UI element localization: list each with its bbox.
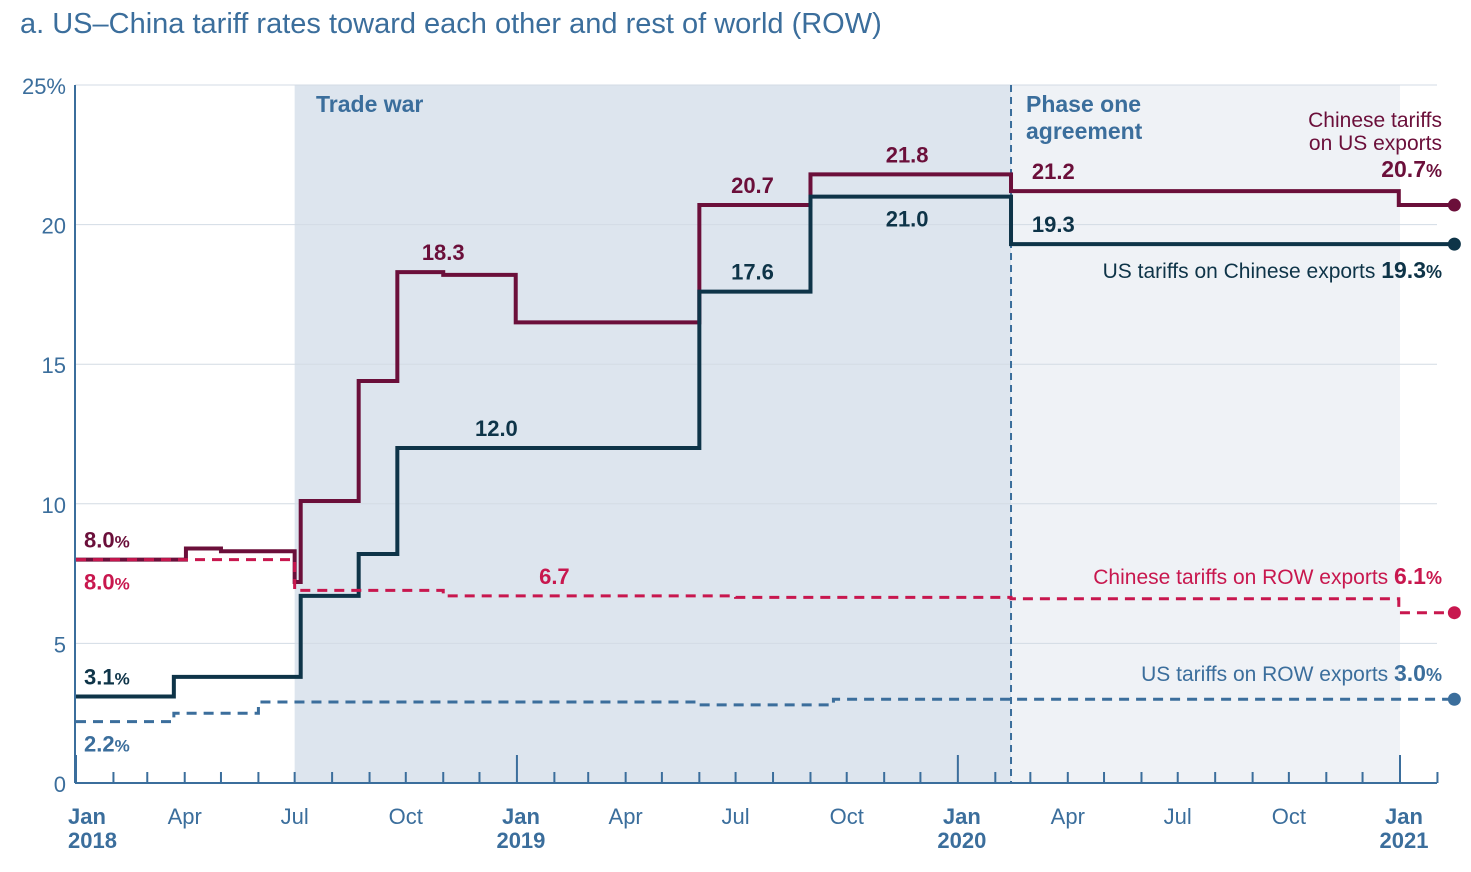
series-name-label: Chinese tariffs on ROW exports 6.1% bbox=[1093, 563, 1442, 589]
x-tick-label: Oct bbox=[1272, 804, 1306, 829]
data-label: 6.7 bbox=[539, 564, 570, 589]
unit: % bbox=[115, 737, 130, 756]
y-tick-label: 0 bbox=[54, 772, 66, 797]
unit: % bbox=[115, 533, 130, 552]
data-label: 21.2 bbox=[1032, 159, 1075, 184]
series-end-dot bbox=[1447, 606, 1461, 620]
unit: % bbox=[115, 575, 130, 594]
series-name-label: US tariffs on Chinese exports 19.3% bbox=[1103, 257, 1442, 283]
value: 2.2 bbox=[84, 732, 115, 757]
x-tick-label: Apr bbox=[609, 804, 643, 829]
unit: % bbox=[1426, 161, 1442, 181]
series-line-1 bbox=[76, 194, 1455, 699]
value: 8.0 bbox=[84, 528, 115, 553]
series-end-value: 3.0 bbox=[1394, 660, 1426, 686]
x-tick-sublabel: 2020 bbox=[937, 828, 986, 853]
value: 12.0 bbox=[475, 416, 518, 441]
series-name-label: on US exports bbox=[1309, 132, 1442, 155]
value: 21.0 bbox=[886, 207, 929, 232]
x-tick-sublabel: 2018 bbox=[68, 828, 117, 853]
data-label: 8.0% bbox=[84, 528, 130, 553]
data-label: 8.0% bbox=[84, 570, 130, 595]
region-label-line: agreement bbox=[1026, 118, 1143, 144]
unit: % bbox=[1426, 262, 1442, 282]
unit: % bbox=[115, 669, 130, 688]
x-tick-label: Jan bbox=[943, 804, 981, 829]
x-tick-label: Jul bbox=[722, 804, 750, 829]
series-line-0 bbox=[76, 172, 1455, 584]
data-label: 21.0 bbox=[886, 207, 929, 232]
x-tick-sublabel: 2019 bbox=[496, 828, 545, 853]
x-tick-label: Oct bbox=[830, 804, 864, 829]
value: 20.7 bbox=[1381, 156, 1426, 182]
x-tick-label: Jan bbox=[1385, 804, 1423, 829]
data-label: 3.1% bbox=[84, 664, 130, 689]
x-tick-label: Jul bbox=[281, 804, 309, 829]
data-label: 2.2% bbox=[84, 732, 130, 757]
y-tick-label: 20 bbox=[42, 214, 66, 239]
series-name: US tariffs on ROW exports bbox=[1141, 663, 1394, 686]
value: 21.8 bbox=[886, 142, 929, 167]
value: 20.7 bbox=[731, 173, 774, 198]
unit: % bbox=[1426, 665, 1442, 685]
series-name: US tariffs on Chinese exports bbox=[1103, 260, 1382, 283]
value: 18.3 bbox=[422, 240, 465, 265]
series-lines bbox=[76, 172, 1461, 724]
data-label: 12.0 bbox=[475, 416, 518, 441]
series-end-value-label: 20.7% bbox=[1381, 156, 1442, 182]
value: 8.0 bbox=[84, 570, 115, 595]
chart-title: a. US–China tariff rates toward each oth… bbox=[20, 8, 882, 40]
series-name: Chinese tariffs on ROW exports bbox=[1093, 566, 1394, 589]
shaded-region-phase-one bbox=[1011, 85, 1400, 783]
series-end-dot bbox=[1447, 692, 1461, 706]
value: 17.6 bbox=[731, 260, 774, 285]
x-tick-label: Oct bbox=[389, 804, 423, 829]
unit: % bbox=[1426, 568, 1442, 588]
data-label: 21.8 bbox=[886, 142, 929, 167]
y-tick-label: 5 bbox=[54, 632, 66, 657]
series-end-dot bbox=[1447, 237, 1461, 251]
data-label: 18.3 bbox=[422, 240, 465, 265]
series-name-label: Chinese tariffs bbox=[1308, 109, 1442, 132]
value: 3.1 bbox=[84, 664, 115, 689]
y-tick-label: 15 bbox=[42, 353, 66, 378]
y-tick-label: 25% bbox=[22, 74, 66, 99]
region-label: Phase one agreement bbox=[1026, 91, 1143, 144]
region-label: Trade war bbox=[316, 91, 423, 117]
data-label: 20.7 bbox=[731, 173, 774, 198]
value: 19.3 bbox=[1032, 212, 1075, 237]
shaded-regions bbox=[294, 85, 1400, 783]
data-label: 17.6 bbox=[731, 260, 774, 285]
series-end-dot bbox=[1447, 198, 1461, 212]
x-tick-label: Apr bbox=[1051, 804, 1085, 829]
x-tick-label: Jul bbox=[1164, 804, 1192, 829]
x-tick-label: Apr bbox=[168, 804, 202, 829]
region-label-line: Phase one bbox=[1026, 91, 1141, 117]
series-line-2 bbox=[76, 558, 1455, 615]
x-tick-label: Jan bbox=[502, 804, 540, 829]
region-labels: Trade war Phase one agreement bbox=[316, 91, 1143, 144]
value: 21.2 bbox=[1032, 159, 1075, 184]
shaded-region-trade-war bbox=[294, 85, 1012, 783]
x-tick-sublabel: 2021 bbox=[1380, 828, 1429, 853]
series-end-value: 6.1 bbox=[1394, 563, 1426, 589]
series-line-3 bbox=[76, 697, 1455, 724]
x-tick-label: Jan bbox=[68, 804, 106, 829]
series-end-value: 19.3 bbox=[1381, 257, 1426, 283]
data-label: 19.3 bbox=[1032, 212, 1075, 237]
value: 6.7 bbox=[539, 564, 570, 589]
y-tick-label: 10 bbox=[42, 493, 66, 518]
series-name-label: US tariffs on ROW exports 3.0% bbox=[1141, 660, 1442, 686]
